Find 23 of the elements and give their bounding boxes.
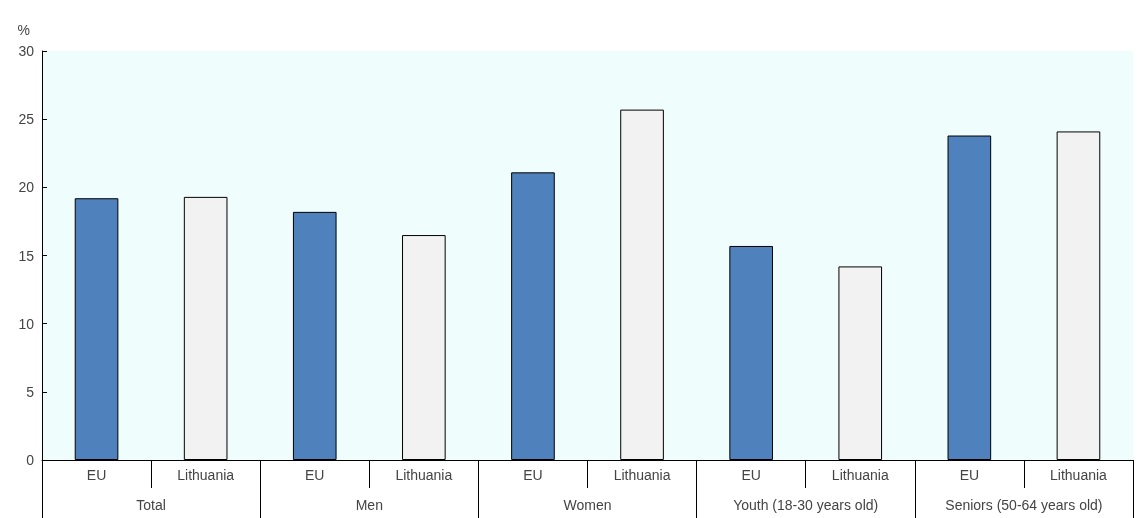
x-tick-label: EU: [305, 467, 325, 483]
text: Total: [136, 497, 166, 513]
x-tick-label: EU: [523, 467, 543, 483]
y-tick-label: 20: [18, 179, 35, 196]
x-tick-label: Lithuania: [1050, 467, 1108, 483]
x-tick-label: Lithuania: [395, 467, 453, 483]
x-tick-label: Lithuania: [613, 467, 671, 483]
x-tick-label: Lithuania: [177, 467, 235, 483]
x-tick-label: EU: [959, 467, 980, 483]
text: Men: [355, 497, 383, 513]
y-tick-label: 25: [18, 111, 35, 128]
x-tick-label: Lithuania: [831, 467, 889, 483]
y-tick-label: 15: [18, 247, 35, 264]
x-tick-label: EU: [86, 467, 107, 483]
x-tick-label: EU: [741, 467, 761, 483]
y-axis-title: %: [17, 22, 30, 38]
text: Seniors (50-64 years old): [945, 497, 1103, 513]
text: Women: [563, 497, 612, 513]
y-tick-label: 30: [18, 43, 35, 59]
text: Youth (18-30 years old): [733, 497, 879, 513]
y-tick-label: 10: [18, 315, 35, 332]
y-tick-label: 0: [26, 452, 35, 468]
y-tick-label: 5: [26, 383, 35, 400]
